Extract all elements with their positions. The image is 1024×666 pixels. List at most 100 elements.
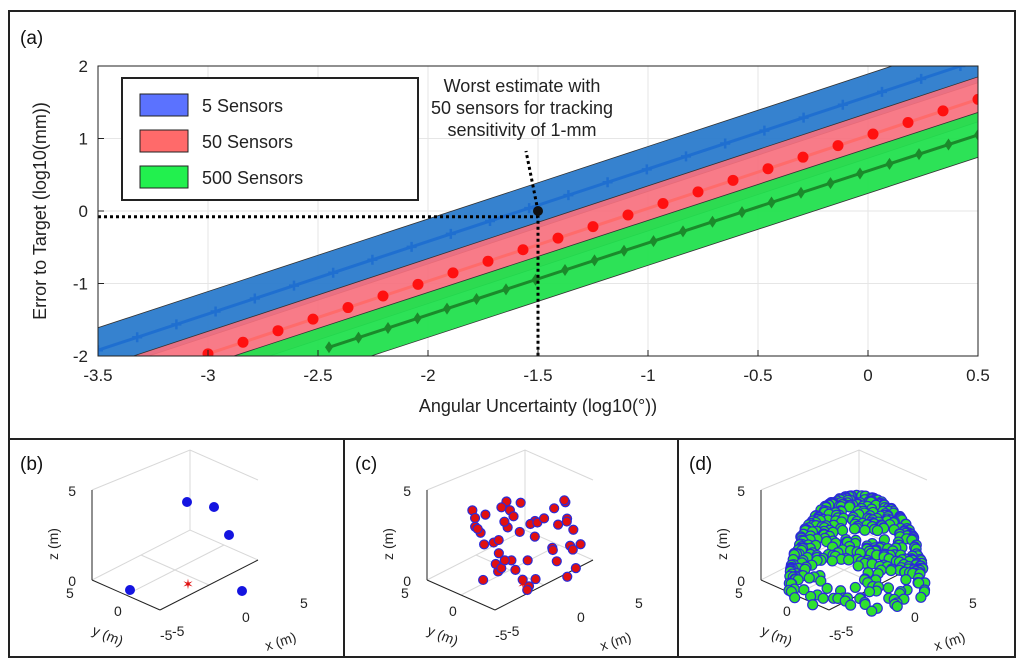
xtick-m5: -5 [507,623,520,639]
ytick-label-3: 1 [79,130,88,149]
sensor-point-13 [469,512,481,524]
y-axis [426,579,496,611]
sensor-point-48 [559,495,570,506]
marker-s0-16 [720,138,731,149]
sensor-point-0 [575,539,586,550]
marker-s1-14 [692,186,704,198]
marker-s1-16 [762,163,774,175]
sensor-point-26 [499,555,510,566]
ytick-label-1: -1 [73,275,88,294]
marker-s2-19 [885,157,894,170]
ytick-label-2: 0 [79,202,88,221]
sensor-point-36 [515,497,526,508]
panel-label-3: (d) [689,454,712,475]
marker-s2-1 [354,331,363,344]
sensor-point-155 [848,523,861,535]
annotation-point [533,206,543,216]
sensor-point-163 [836,524,849,537]
y-axis [91,579,161,611]
sensor-point-393 [863,586,876,598]
marker-s2-9 [590,254,599,267]
sensor-point-361 [803,572,815,584]
sensor-point-24 [553,519,564,530]
marker-s2-22 [974,128,978,141]
ztick-0: 0 [68,573,76,589]
marker-s2-3 [413,312,422,325]
sensor-point-381 [849,581,861,594]
sensor-point-284 [843,554,855,566]
panel-label-a: (a) [20,28,43,49]
xtick-label-2: -2.5 [303,366,332,385]
legend-swatch-1 [139,129,189,153]
sensor-point-19 [510,564,521,575]
marker-s2-15 [767,196,776,209]
x-axis-label: x (m) [263,629,298,654]
sensor-point-16 [529,531,540,542]
y-axis-label: y (m) [759,622,795,649]
sensor-point-29 [570,563,581,574]
sensor-point-10 [493,548,504,559]
xtick-5: 5 [635,595,643,611]
grid-floor-2 [140,554,210,586]
y-axis-label: y (m) [425,622,461,649]
sensor-point-375 [913,577,925,589]
annotation-guides [98,215,540,356]
sensor-point-366 [900,574,912,586]
sensor-point-1 [530,573,541,585]
top-back [760,449,928,491]
ztick-5: 5 [737,483,745,499]
marker-s0-18 [798,112,809,123]
sensor-point-419 [866,605,878,617]
sensor-point-43 [522,555,533,566]
sensor-point-42 [472,523,483,534]
marker-s1-15 [727,174,739,186]
xtick-label-3: -2 [420,366,435,385]
marker-s0-7 [367,254,378,265]
marker-s1-5 [377,290,389,302]
z-axis-label: z (m) [380,528,396,560]
sensor-point-39 [514,526,525,538]
marker-s0-13 [602,177,613,188]
ytick-5: 5 [401,585,409,601]
sensor-point-25 [517,574,528,585]
panel-label-2: (c) [355,454,377,475]
annotation-leader [524,150,540,212]
marker-s1-17 [797,151,809,163]
sensor-point-414 [859,598,871,610]
legend-label-1: 50 Sensors [202,132,293,152]
panel-d: (d) 5 0 5 0 -5 -5 0 5 z (m) y (m) x (m) [677,438,1016,658]
xtick-label-6: -0.5 [743,366,772,385]
top-back [91,449,259,491]
sensor-point-338 [885,564,897,577]
sensor-point-37 [522,584,533,596]
sensor-point-416 [845,599,857,611]
sensor-point-41 [538,513,550,524]
marker-s0-3 [210,306,221,317]
xtick-label-0: -3.5 [83,366,112,385]
marker-s1-9 [517,244,529,256]
marker-s2-13 [708,215,717,228]
marker-s0-6 [328,267,339,278]
panel-b: (b) 5 0 5 0 -5 -5 0 5 z (m) y (m) x (m) ✶ [8,438,345,658]
marker-s1-2 [272,325,284,337]
sensor-point-4 [237,586,247,596]
ytick-0: 0 [449,603,457,619]
sensor-point-0 [182,497,192,507]
marker-s1-19 [867,128,879,140]
xtick-label-5: -1 [640,366,655,385]
marker-s1-13 [657,197,669,209]
sensor-point-370 [815,575,827,587]
ytick-label-0: -2 [73,347,88,366]
annotation-text-1: 50 sensors for tracking [431,98,613,118]
legend: 5 Sensors 50 Sensors 500 Sensors [121,77,419,201]
ytick-0: 0 [783,603,791,619]
target-star: ✶ [182,577,194,593]
sensor-point-33 [561,516,572,527]
sensor-point-44 [567,544,578,555]
marker-s0-11 [524,203,535,214]
marker-s0-20 [877,86,887,97]
top-back [426,449,594,491]
